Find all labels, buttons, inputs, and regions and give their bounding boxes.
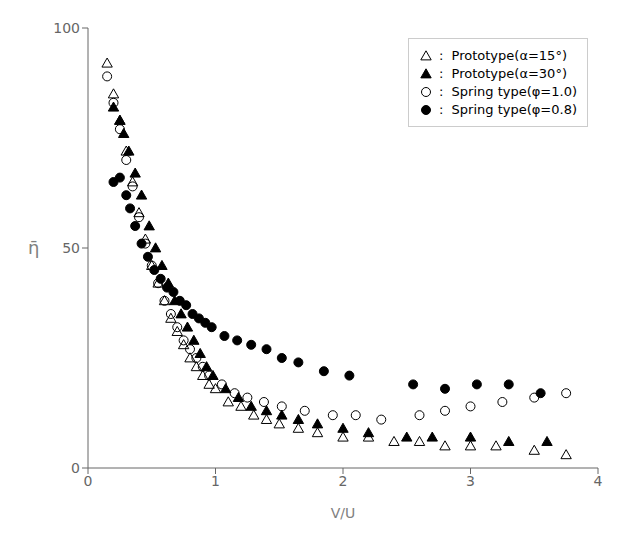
svg-text:50: 50 <box>62 240 80 256</box>
svg-text:4: 4 <box>594 473 603 489</box>
svg-text:0: 0 <box>84 473 93 489</box>
html-text:: Prototype(α=15°): : Prototype(α=15°) <box>434 48 567 63</box>
svg-text:100: 100 <box>53 20 80 36</box>
svg-text:1: 1 <box>211 473 220 489</box>
html-text:: Prototype(α=30°): : Prototype(α=30°) <box>434 66 567 81</box>
html-text:: Spring type(φ=0.8): : Spring type(φ=0.8) <box>434 102 577 117</box>
svg-text:V/U: V/U <box>331 505 356 521</box>
html-text:: Spring type(φ=1.0): : Spring type(φ=1.0) <box>434 84 577 99</box>
svg-text:2: 2 <box>339 473 348 489</box>
svg-text:0: 0 <box>71 460 80 476</box>
svg-text:η̄: η̄ <box>28 237 39 258</box>
svg-text:3: 3 <box>466 473 475 489</box>
